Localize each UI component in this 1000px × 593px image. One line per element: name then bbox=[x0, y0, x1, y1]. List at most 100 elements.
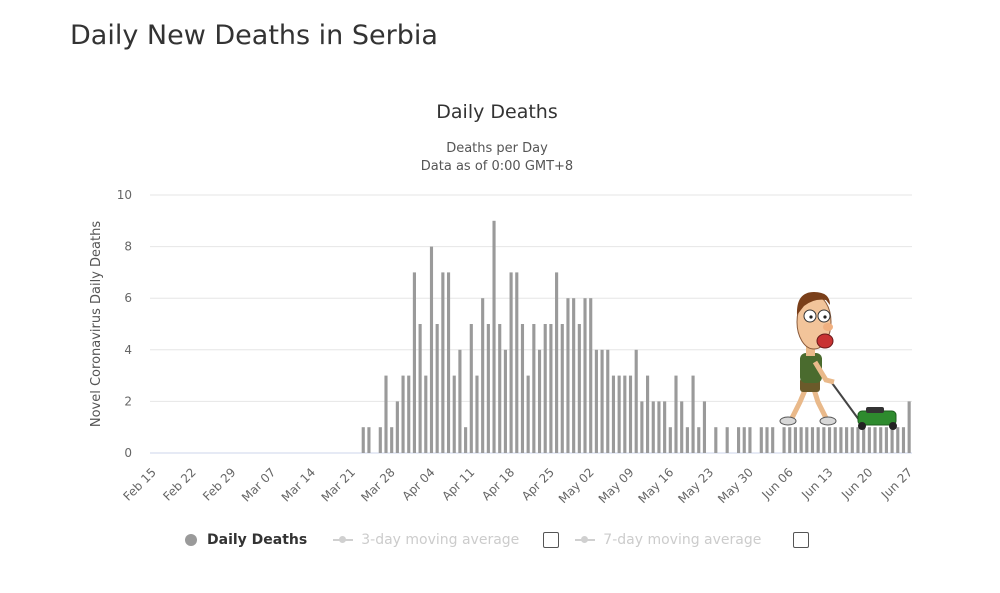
x-tick-label: Feb 29 bbox=[200, 465, 238, 503]
bar[interactable] bbox=[833, 427, 837, 453]
bar[interactable] bbox=[617, 375, 621, 453]
bar[interactable] bbox=[407, 375, 411, 453]
bar[interactable] bbox=[577, 324, 581, 453]
bar[interactable] bbox=[594, 349, 598, 453]
bar[interactable] bbox=[537, 349, 542, 453]
bar[interactable] bbox=[611, 375, 616, 453]
bar[interactable] bbox=[873, 427, 877, 453]
bar[interactable] bbox=[742, 427, 746, 453]
bar[interactable] bbox=[532, 324, 536, 453]
bar[interactable] bbox=[674, 375, 678, 453]
bar[interactable] bbox=[446, 272, 451, 453]
bar[interactable] bbox=[782, 427, 786, 453]
bar[interactable] bbox=[469, 324, 473, 453]
bar[interactable] bbox=[862, 427, 866, 453]
bar[interactable] bbox=[628, 375, 633, 453]
bar[interactable] bbox=[702, 401, 707, 453]
bar[interactable] bbox=[441, 272, 445, 453]
bar[interactable] bbox=[765, 427, 769, 453]
bar[interactable] bbox=[867, 427, 871, 453]
bar[interactable] bbox=[657, 401, 661, 453]
bar[interactable] bbox=[395, 401, 399, 453]
bar[interactable] bbox=[799, 427, 803, 453]
bar[interactable] bbox=[623, 375, 627, 453]
bar[interactable] bbox=[805, 427, 809, 453]
chart-subtitle-line-1: Deaths per Day bbox=[446, 141, 548, 156]
bar[interactable] bbox=[907, 401, 911, 453]
bar[interactable] bbox=[543, 324, 547, 453]
bar[interactable] bbox=[367, 427, 371, 453]
bar[interactable] bbox=[555, 272, 559, 453]
bar[interactable] bbox=[452, 375, 456, 453]
bar[interactable] bbox=[566, 298, 570, 453]
bar[interactable] bbox=[390, 427, 394, 453]
bar[interactable] bbox=[378, 427, 382, 453]
bar[interactable] bbox=[549, 324, 553, 453]
bar[interactable] bbox=[793, 427, 797, 453]
bar[interactable] bbox=[589, 298, 593, 453]
bar[interactable] bbox=[827, 427, 832, 453]
bar[interactable] bbox=[748, 427, 752, 453]
bar[interactable] bbox=[845, 427, 849, 453]
bar[interactable] bbox=[856, 427, 860, 453]
bar[interactable] bbox=[816, 427, 820, 453]
bar[interactable] bbox=[424, 375, 428, 453]
bar[interactable] bbox=[606, 349, 610, 453]
bar[interactable] bbox=[822, 427, 826, 453]
bar[interactable] bbox=[464, 427, 468, 453]
bar[interactable] bbox=[458, 349, 462, 453]
bar[interactable] bbox=[839, 427, 843, 453]
bar[interactable] bbox=[481, 298, 485, 453]
legend-item-7-day-average[interactable]: 7-day moving average bbox=[575, 532, 761, 548]
bar[interactable] bbox=[515, 272, 519, 453]
bar[interactable] bbox=[651, 401, 655, 453]
bar[interactable] bbox=[412, 272, 416, 453]
bar[interactable] bbox=[646, 375, 650, 453]
bar[interactable] bbox=[680, 401, 684, 453]
bar[interactable] bbox=[890, 427, 894, 453]
bar[interactable] bbox=[475, 375, 479, 453]
legend-item-daily-deaths[interactable]: Daily Deaths bbox=[185, 532, 307, 548]
bar[interactable] bbox=[896, 427, 900, 453]
bar[interactable] bbox=[560, 324, 564, 453]
bar[interactable] bbox=[583, 298, 587, 453]
legend-item-3-day-average[interactable]: 3-day moving average bbox=[333, 532, 519, 548]
bar[interactable] bbox=[884, 427, 888, 453]
bar[interactable] bbox=[634, 349, 638, 453]
bar[interactable] bbox=[600, 349, 604, 453]
bar[interactable] bbox=[503, 349, 507, 453]
bar[interactable] bbox=[492, 220, 496, 453]
bar[interactable] bbox=[498, 324, 502, 453]
bar[interactable] bbox=[691, 375, 695, 453]
checkbox-3-day-average[interactable] bbox=[543, 532, 560, 548]
checkbox-7-day-average[interactable] bbox=[793, 532, 810, 548]
bar[interactable] bbox=[435, 324, 439, 453]
bar[interactable] bbox=[509, 272, 513, 453]
lawnmower-man-icon bbox=[779, 292, 897, 430]
bar[interactable] bbox=[526, 375, 530, 453]
bar[interactable] bbox=[663, 401, 667, 453]
bar[interactable] bbox=[697, 427, 701, 453]
bar[interactable] bbox=[486, 324, 490, 453]
bar[interactable] bbox=[771, 427, 775, 453]
bar[interactable] bbox=[810, 427, 815, 453]
bar[interactable] bbox=[668, 427, 672, 453]
bar[interactable] bbox=[361, 427, 365, 453]
bar[interactable] bbox=[714, 427, 718, 453]
bar[interactable] bbox=[685, 427, 689, 453]
bar[interactable] bbox=[640, 401, 644, 453]
bar[interactable] bbox=[737, 427, 741, 453]
bar[interactable] bbox=[418, 324, 422, 453]
gridlines bbox=[150, 194, 912, 454]
bar[interactable] bbox=[725, 427, 729, 453]
bar[interactable] bbox=[879, 427, 883, 453]
bar[interactable] bbox=[572, 298, 576, 453]
bar[interactable] bbox=[788, 427, 792, 453]
bar[interactable] bbox=[759, 427, 763, 453]
bar[interactable] bbox=[429, 246, 434, 453]
bar[interactable] bbox=[384, 375, 388, 453]
bar[interactable] bbox=[401, 375, 405, 453]
bar[interactable] bbox=[901, 427, 906, 453]
bar[interactable] bbox=[850, 427, 854, 453]
bar[interactable] bbox=[520, 324, 525, 453]
